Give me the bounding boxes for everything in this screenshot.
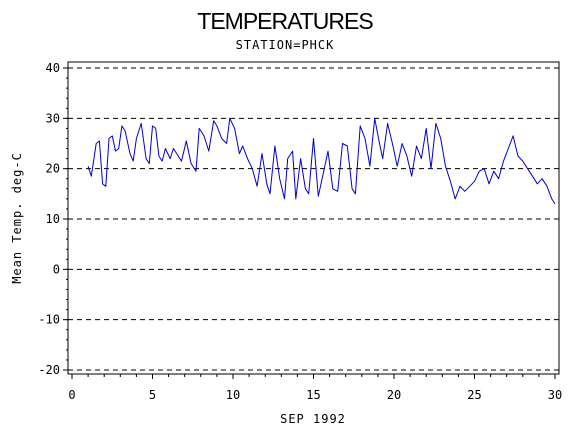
- x-tick-label: 20: [387, 388, 401, 402]
- y-tick-label: 20: [46, 162, 60, 176]
- y-axis-label: Mean Temp. deg-C: [10, 152, 24, 284]
- y-tick-label: 40: [46, 61, 60, 75]
- x-tick-label: 5: [149, 388, 156, 402]
- x-tick-label: 25: [467, 388, 481, 402]
- x-axis-label: SEP 1992: [280, 412, 346, 426]
- y-tick-label: -10: [38, 313, 60, 327]
- chart-title: TEMPERATURES: [197, 8, 373, 34]
- x-tick-label: 15: [306, 388, 320, 402]
- series-group: [87, 117, 556, 205]
- y-tick-label: 10: [46, 212, 60, 226]
- grid-lines: [68, 67, 559, 371]
- x-axis-ticks: 0 5 10 15 20 25 30: [68, 374, 562, 402]
- y-tick-label: 0: [53, 262, 60, 276]
- chart-subtitle: STATION=PHCK: [236, 38, 335, 52]
- y-tick-label: -20: [38, 363, 60, 377]
- y-major-ticks: 40 30 20 10 0 -10 -20: [38, 61, 68, 377]
- series-line: [87, 117, 556, 205]
- x-tick-label: 0: [68, 388, 75, 402]
- y-tick-label: 30: [46, 111, 60, 125]
- plot-frame: [67, 61, 560, 375]
- x-tick-label: 30: [548, 388, 562, 402]
- x-tick-label: 10: [226, 388, 240, 402]
